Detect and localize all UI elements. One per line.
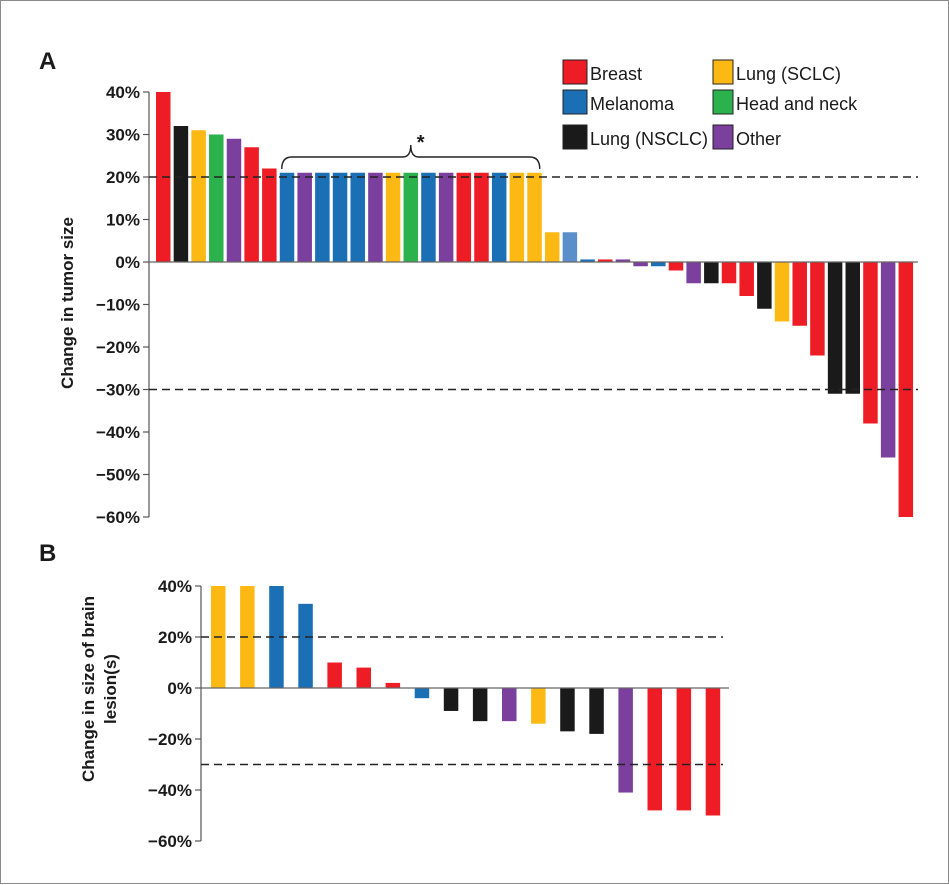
y-tick-label: 20% xyxy=(158,628,192,647)
bar xyxy=(527,172,542,262)
y-tick-label: −10% xyxy=(96,296,140,315)
bar xyxy=(350,172,365,262)
bar xyxy=(327,662,342,688)
bar xyxy=(332,172,348,262)
bar xyxy=(279,172,295,262)
bar xyxy=(863,262,878,424)
bar xyxy=(502,688,517,722)
bar xyxy=(651,262,666,267)
y-axis-label-a: Change in tumor size xyxy=(58,217,77,389)
bar xyxy=(269,586,284,688)
bar xyxy=(647,688,662,811)
bar xyxy=(739,262,754,296)
legend-label: Breast xyxy=(590,64,642,84)
bar xyxy=(704,262,719,284)
y-axis-label-b-line1: Change in size of brain xyxy=(79,596,98,782)
y-tick-label: −40% xyxy=(148,781,192,800)
bar xyxy=(562,232,578,262)
bar xyxy=(774,262,790,322)
legend-label: Head and neck xyxy=(736,94,858,114)
y-tick-label: −50% xyxy=(96,466,140,485)
legend: Breast Melanoma Lung (NSCLC) Lung (SCLC) Hea… xyxy=(562,59,858,150)
y-tick-label: −30% xyxy=(96,381,140,400)
bar xyxy=(560,688,575,732)
bar xyxy=(438,172,454,262)
y-tick-label: 40% xyxy=(158,577,192,596)
legend-label: Melanoma xyxy=(590,94,675,114)
panel-letter-a: A xyxy=(39,48,56,75)
y-tick-label: −60% xyxy=(148,832,192,851)
bar xyxy=(315,172,330,262)
bar xyxy=(544,232,560,262)
bar xyxy=(491,172,507,262)
chart-b: 40% 20% 0% −20% −40% −60% xyxy=(148,577,729,851)
bar xyxy=(810,262,825,356)
bar xyxy=(509,172,525,262)
legend-swatch xyxy=(562,124,588,150)
legend-label: Lung (NSCLC) xyxy=(590,129,708,149)
legend-swatch xyxy=(562,59,588,85)
bar xyxy=(618,688,633,793)
bar xyxy=(880,262,896,458)
legend-label: Lung (SCLC) xyxy=(736,64,841,84)
bar xyxy=(633,262,648,267)
y-tick-label: −20% xyxy=(148,730,192,749)
bar xyxy=(668,262,684,271)
bar xyxy=(474,172,489,262)
bar xyxy=(792,262,807,326)
y-tick-label: −60% xyxy=(96,508,140,527)
bar xyxy=(757,262,772,309)
legend-swatch xyxy=(712,59,734,85)
y-axis-label-b-line2: lesion(s) xyxy=(101,654,120,724)
legend-label: Other xyxy=(736,129,781,149)
legend-swatch xyxy=(562,89,588,115)
bar xyxy=(580,259,595,262)
significance-marker: * xyxy=(417,132,425,154)
bar xyxy=(615,259,631,262)
bar xyxy=(297,172,312,262)
bar xyxy=(262,168,277,262)
chart-a: 40% 30% 20% 10% 0% −10% −20% −30% −40% −50% −60% * xyxy=(96,83,918,527)
bar xyxy=(827,262,843,394)
bar xyxy=(226,138,242,262)
bar xyxy=(456,172,472,262)
bar xyxy=(385,682,401,688)
bar xyxy=(443,688,459,711)
y-tick-label: 40% xyxy=(106,83,140,102)
y-tick-label: 0% xyxy=(115,253,140,272)
bar xyxy=(721,262,737,284)
legend-swatch xyxy=(712,89,734,115)
y-tick-label: 30% xyxy=(106,126,140,145)
bar xyxy=(421,172,436,262)
bar xyxy=(531,688,546,724)
y-tick-label: 20% xyxy=(106,168,140,187)
bar xyxy=(368,172,383,262)
bar xyxy=(209,134,224,262)
y-tick-label: −40% xyxy=(96,423,140,442)
bar xyxy=(298,603,313,688)
bar xyxy=(244,147,259,262)
bar xyxy=(414,688,430,699)
bar xyxy=(191,130,206,262)
y-tick-label: 0% xyxy=(167,679,192,698)
bar xyxy=(173,126,189,262)
panel-letter-b: B xyxy=(39,540,56,567)
bar xyxy=(676,688,692,811)
bar xyxy=(472,688,488,722)
legend-swatch xyxy=(712,124,734,150)
y-tick-label: −20% xyxy=(96,338,140,357)
bracket xyxy=(281,144,541,170)
bar xyxy=(598,259,613,262)
bar xyxy=(845,262,861,394)
bar xyxy=(686,262,701,284)
bar xyxy=(705,688,721,816)
y-tick-label: 10% xyxy=(106,211,140,230)
bar xyxy=(403,172,419,262)
bar xyxy=(356,667,371,688)
bar xyxy=(385,172,401,262)
bar xyxy=(589,688,604,734)
